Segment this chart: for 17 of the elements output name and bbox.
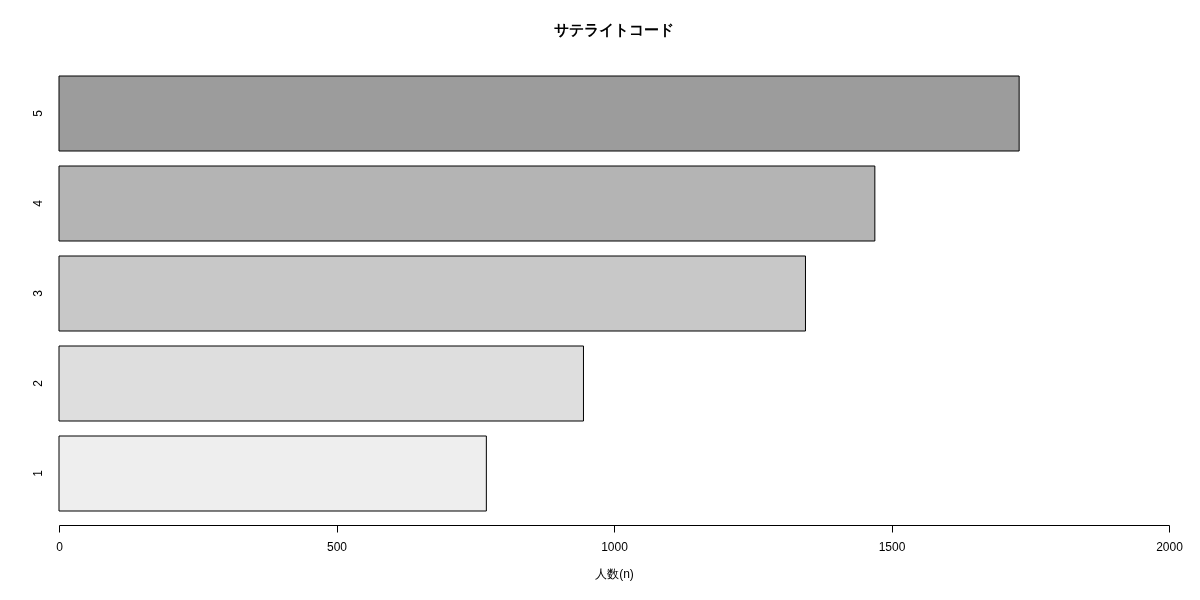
x-axis-title: 人数(n) xyxy=(595,566,634,581)
bar xyxy=(58,165,876,242)
bar xyxy=(58,435,487,512)
bar xyxy=(58,255,806,332)
chart-title: サテライトコード xyxy=(554,21,674,38)
bar xyxy=(58,75,1020,152)
x-tick-label: 500 xyxy=(326,539,348,554)
y-tick-label: 2 xyxy=(30,379,45,387)
x-tick-label: 1500 xyxy=(878,539,906,554)
y-tick-label: 5 xyxy=(30,109,45,117)
y-tick-label: 1 xyxy=(30,469,45,477)
x-tick-label: 1000 xyxy=(601,539,629,554)
x-tick-label: 2000 xyxy=(1156,539,1184,554)
bar xyxy=(58,345,584,422)
y-tick-label: 4 xyxy=(30,199,45,207)
y-tick-label: 3 xyxy=(30,289,45,297)
x-tick-label: 0 xyxy=(56,539,64,554)
